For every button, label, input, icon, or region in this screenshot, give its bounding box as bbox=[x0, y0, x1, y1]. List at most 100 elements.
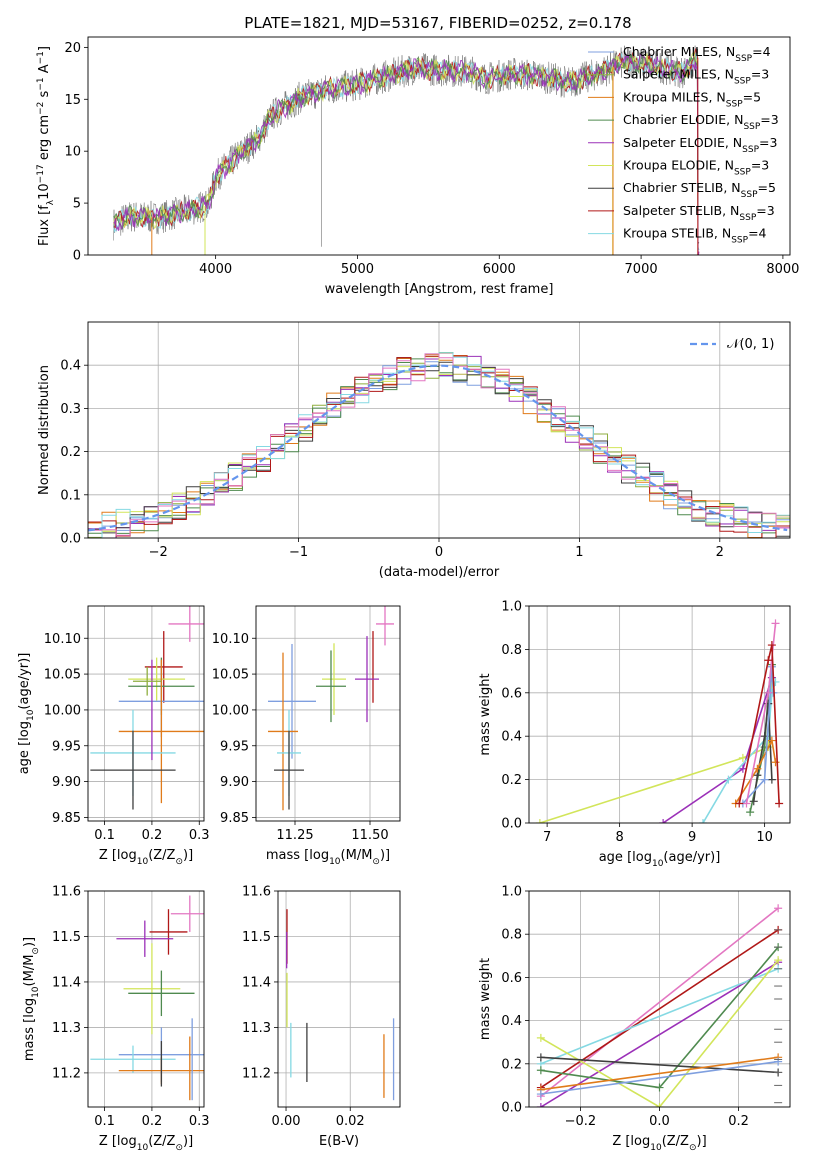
y-tick-label: 11.4 bbox=[242, 975, 271, 990]
label-part: SSP bbox=[742, 145, 759, 155]
label-part: )] bbox=[183, 848, 193, 863]
label-part: (M/M bbox=[22, 955, 37, 987]
axes-frame bbox=[255, 605, 401, 822]
label-part: ⊙ bbox=[31, 947, 41, 955]
legend-label: Chabrier ELODIE, NSSP=3 bbox=[623, 112, 779, 132]
plot-area bbox=[90, 606, 204, 810]
x-tick-label: 6000 bbox=[483, 262, 516, 277]
y-tick-label: 0.6 bbox=[501, 686, 522, 701]
x-tick-label: 0.00 bbox=[272, 1114, 301, 1129]
axes-frame bbox=[87, 890, 205, 1108]
y-tick-label: 1.0 bbox=[501, 885, 522, 900]
label-part: SSP bbox=[735, 54, 752, 64]
weight-line bbox=[738, 644, 780, 804]
plot-area bbox=[535, 619, 784, 823]
y-tick-label: 10 bbox=[64, 145, 81, 160]
weight-marker bbox=[655, 1083, 664, 1092]
label-part: age [log bbox=[17, 721, 32, 774]
axes-residuals: −2 −1 0 1 2 0.0 0.1 0.2 0.3 0.4 𝒩(0, 1) (data-model… bbox=[37, 321, 791, 580]
x-tick-label: 10 bbox=[756, 830, 773, 845]
x-tick-label: 7 bbox=[543, 830, 551, 845]
y-tick-label: 0 bbox=[73, 249, 81, 264]
label-part: age [log bbox=[599, 850, 652, 865]
label-part: SSP bbox=[726, 99, 743, 109]
label-part: (age/yr)] bbox=[663, 850, 720, 865]
plot-area bbox=[536, 904, 783, 1107]
label-part: 10 bbox=[137, 1143, 149, 1153]
weight-marker bbox=[536, 1090, 545, 1099]
spectrum-title: PLATE=1821, MJD=53167, FIBERID=0252, z=0… bbox=[244, 14, 631, 32]
y-tick-label: 0.0 bbox=[501, 817, 522, 832]
y-tick-label: 0.4 bbox=[501, 730, 522, 745]
axes-weight_vs_Z: −0.2 0.0 0.2 0.0 0.2 0.4 0.6 0.8 1.0 Z [log10(Z/Z… bbox=[478, 885, 791, 1153]
y-tick-label: 0.1 bbox=[60, 488, 81, 503]
weight-marker bbox=[749, 797, 758, 806]
y-tick-label: 0.6 bbox=[501, 971, 522, 986]
label-part: 10 bbox=[26, 709, 36, 721]
label-part: 10 bbox=[31, 986, 41, 998]
y-tick-label: 9.90 bbox=[220, 775, 249, 790]
y-tick-label: 0.8 bbox=[501, 643, 522, 658]
axes-age_vs_Z: 0.1 0.2 0.3 9.85 9.90 9.95 10.00 10.05 10.10 Z [l… bbox=[17, 605, 210, 867]
x-tick-label: 11.25 bbox=[276, 828, 313, 843]
weight-marker bbox=[742, 799, 751, 808]
x-tick-label: 9 bbox=[688, 830, 696, 845]
weight-line bbox=[540, 959, 779, 1107]
legend-label: Chabrier STELIB, NSSP=5 bbox=[623, 180, 776, 200]
label-part: −1 bbox=[36, 51, 46, 64]
label-part: SSP bbox=[741, 190, 758, 200]
x-axis-label: wavelength [Angstrom, rest frame] bbox=[325, 282, 554, 297]
label-part: SSP bbox=[734, 168, 751, 178]
plot-area bbox=[90, 895, 204, 1101]
label-part: =5 bbox=[743, 89, 761, 104]
label-part: Kroupa ELODIE, N bbox=[623, 158, 734, 173]
label-part: λ bbox=[46, 199, 56, 205]
y-tick-label: 15 bbox=[64, 93, 81, 108]
weight-line bbox=[540, 1056, 779, 1091]
label-part: )] bbox=[183, 1134, 193, 1149]
x-tick-label: 0.2 bbox=[728, 1114, 749, 1129]
label-part: Flux [f bbox=[37, 205, 52, 246]
x-tick-label: 0.1 bbox=[94, 1114, 115, 1129]
x-tick-label: 0.0 bbox=[649, 1114, 670, 1129]
label-part: E(B-V) bbox=[319, 1134, 359, 1149]
y-tick-label: 10.00 bbox=[44, 703, 81, 718]
weight-marker bbox=[760, 775, 769, 784]
y-tick-label: 0.0 bbox=[60, 532, 81, 547]
weight-marker bbox=[767, 736, 776, 745]
label-part: =3 bbox=[751, 67, 769, 82]
weight-marker bbox=[536, 1053, 545, 1062]
label-part: A bbox=[37, 64, 52, 77]
label-part: Salpeter ELODIE, N bbox=[623, 135, 742, 150]
label-part: =3 bbox=[760, 112, 778, 127]
model-line bbox=[113, 54, 699, 255]
label-part: =3 bbox=[756, 203, 774, 218]
axes-mass_vs_EBV: 0.00 0.02 11.2 11.3 11.4 11.5 11.6 E(B-V) bbox=[242, 885, 401, 1149]
weight-marker bbox=[774, 904, 783, 913]
y-tick-label: 11.2 bbox=[242, 1066, 271, 1081]
legend-label: Salpeter MILES, NSSP=3 bbox=[623, 67, 769, 87]
label-part: Kroupa STELIB, N bbox=[623, 226, 731, 241]
label-part: mass [log bbox=[266, 848, 329, 863]
label-part: )] bbox=[380, 848, 390, 863]
histogram-step bbox=[88, 357, 790, 538]
label-part: 10 bbox=[37, 183, 52, 200]
label-part: )] bbox=[697, 1134, 707, 1149]
label-part: ⊙ bbox=[175, 857, 183, 867]
axes-frame bbox=[528, 890, 791, 1108]
label-part: 10 bbox=[650, 1143, 662, 1153]
x-axis-label: Z [log10(Z/Z⊙)] bbox=[99, 1134, 193, 1153]
label-part: Salpeter MILES, N bbox=[623, 67, 734, 82]
label-part: =4 bbox=[752, 44, 770, 59]
weight-line bbox=[540, 968, 779, 1065]
weight-marker bbox=[535, 819, 544, 823]
x-tick-label: 0.3 bbox=[189, 1114, 210, 1129]
y-tick-label: 9.85 bbox=[52, 811, 81, 826]
label-part: −17 bbox=[36, 164, 46, 183]
x-axis-label: mass [log10(M/M⊙)] bbox=[266, 848, 390, 867]
label-part: −2 bbox=[36, 102, 46, 115]
y-tick-label: 0.0 bbox=[501, 1101, 522, 1116]
label-part: Kroupa MILES, N bbox=[623, 89, 726, 104]
weight-marker bbox=[724, 775, 733, 784]
